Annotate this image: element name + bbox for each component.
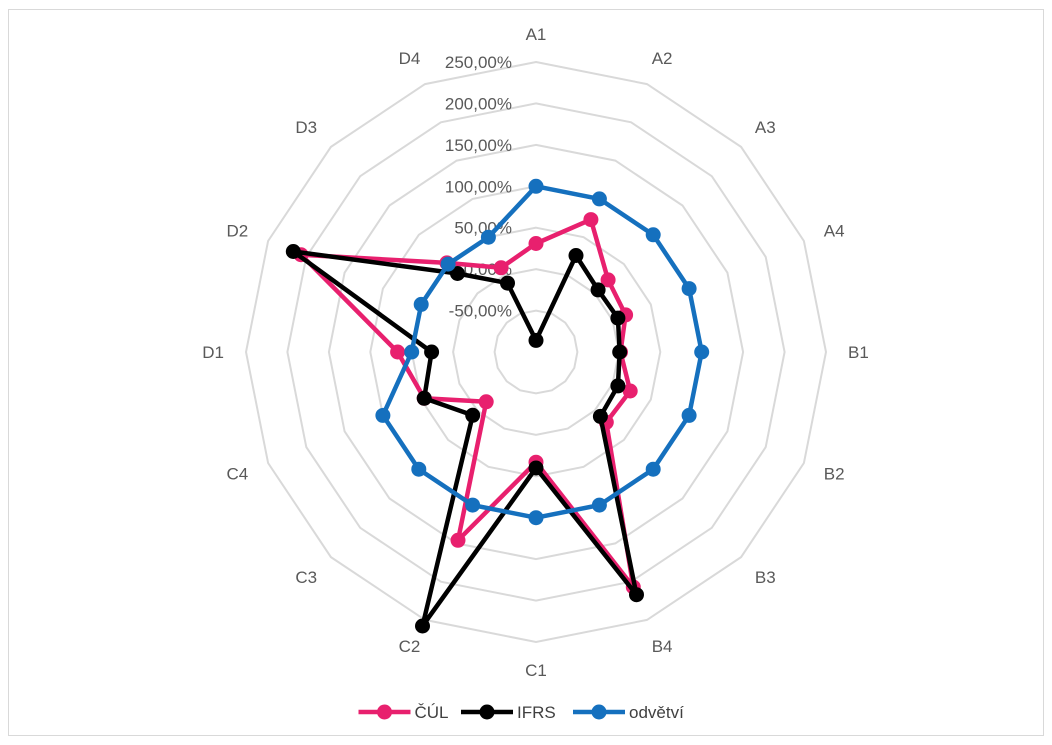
data-point bbox=[415, 618, 430, 634]
data-point bbox=[591, 191, 607, 207]
data-point bbox=[480, 229, 496, 245]
legend-item-2: odvětví bbox=[573, 703, 684, 722]
tick-label: 150,00% bbox=[445, 136, 512, 155]
tick-label: 200,00% bbox=[445, 94, 512, 113]
category-label: C4 bbox=[226, 465, 248, 484]
data-point bbox=[424, 344, 440, 360]
category-label: C3 bbox=[295, 568, 317, 587]
series-layer bbox=[285, 178, 710, 634]
legend-marker bbox=[377, 704, 392, 720]
series-2 bbox=[375, 178, 710, 526]
data-point bbox=[450, 266, 465, 281]
data-point bbox=[610, 378, 626, 394]
data-point bbox=[592, 408, 608, 424]
data-point bbox=[413, 296, 429, 312]
grid-ring-2 bbox=[452, 268, 620, 436]
radar-chart: -50,00%0,00%50,00%100,00%150,00%200,00%2… bbox=[202, 25, 869, 722]
grid-ring-1 bbox=[493, 309, 579, 395]
data-point bbox=[528, 460, 544, 476]
legend-marker bbox=[591, 704, 607, 720]
data-point bbox=[600, 272, 616, 288]
data-point bbox=[440, 256, 456, 272]
category-label: C1 bbox=[525, 661, 547, 680]
grid-ring-7 bbox=[244, 60, 828, 644]
category-label: A4 bbox=[824, 221, 845, 240]
data-point bbox=[681, 281, 697, 297]
tick-label: 250,00% bbox=[445, 53, 512, 72]
category-label-layer: A1 A2 A3 A4 B1 B2 B3 B4 C1 C2 C3 C4 D1 D2 D3 D4 bbox=[202, 25, 869, 680]
category-label: A2 bbox=[652, 49, 673, 68]
category-label: B2 bbox=[824, 465, 845, 484]
data-point bbox=[390, 344, 406, 360]
data-point bbox=[285, 244, 301, 259]
data-point bbox=[416, 390, 432, 406]
data-point bbox=[610, 310, 626, 326]
data-point bbox=[694, 344, 710, 360]
legend-label: IFRS bbox=[517, 703, 556, 722]
category-label: D2 bbox=[226, 221, 248, 240]
data-point bbox=[465, 407, 481, 423]
data-point bbox=[528, 236, 544, 251]
data-point bbox=[645, 227, 661, 243]
data-point bbox=[465, 497, 481, 513]
data-point bbox=[528, 178, 544, 194]
category-label: D4 bbox=[399, 49, 421, 68]
data-point bbox=[583, 212, 599, 228]
grid-ring-5 bbox=[327, 143, 745, 561]
tick-label: 50,00% bbox=[454, 219, 512, 238]
data-point bbox=[411, 461, 427, 477]
data-point bbox=[629, 587, 644, 603]
category-label: B4 bbox=[652, 637, 673, 656]
category-label: D1 bbox=[202, 343, 224, 362]
data-point bbox=[493, 260, 509, 276]
category-label: A1 bbox=[526, 25, 547, 44]
data-point bbox=[478, 394, 494, 410]
tick-label: -50,00% bbox=[449, 302, 512, 321]
data-point bbox=[590, 282, 606, 298]
data-point bbox=[528, 332, 544, 348]
data-point bbox=[612, 344, 628, 360]
data-point bbox=[450, 532, 466, 548]
tick-label-layer: -50,00%0,00%50,00%100,00%150,00%200,00%2… bbox=[445, 53, 512, 321]
data-point bbox=[681, 407, 697, 423]
tick-label: 100,00% bbox=[445, 177, 512, 196]
series-1 bbox=[285, 244, 644, 634]
data-point bbox=[375, 407, 391, 423]
data-point bbox=[568, 248, 584, 263]
legend: ČÚL IFRS odvětví bbox=[358, 703, 684, 722]
category-label: A3 bbox=[755, 118, 776, 137]
grid-ring-6 bbox=[286, 102, 786, 602]
legend-item-0: ČÚL bbox=[358, 703, 449, 722]
data-point bbox=[591, 497, 607, 513]
data-point bbox=[404, 344, 420, 360]
data-point bbox=[622, 383, 638, 399]
grid-layer bbox=[244, 60, 828, 644]
data-point bbox=[645, 461, 661, 477]
category-label: C2 bbox=[399, 637, 421, 656]
chart-frame: -50,00% 0,00% 50,00% 100,00% 150,00% 200,00% 2… bbox=[8, 9, 1044, 736]
category-label: D3 bbox=[295, 118, 317, 137]
legend-label: ČÚL bbox=[415, 703, 449, 722]
category-label: B3 bbox=[755, 568, 776, 587]
legend-label: odvětví bbox=[629, 703, 684, 722]
data-point bbox=[528, 510, 544, 526]
legend-marker bbox=[479, 704, 495, 720]
legend-item-1: IFRS bbox=[461, 703, 556, 722]
data-point bbox=[500, 275, 515, 291]
category-label: B1 bbox=[848, 343, 869, 362]
